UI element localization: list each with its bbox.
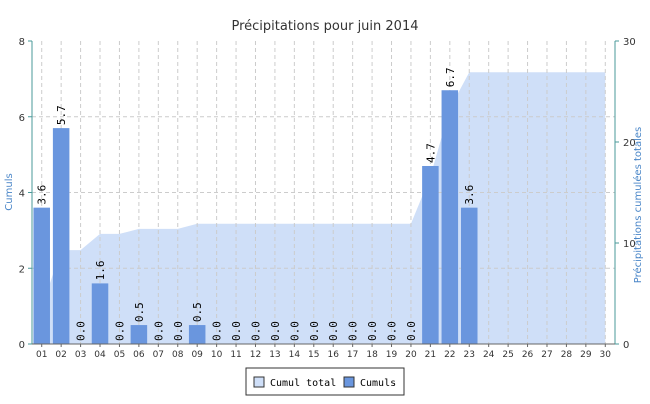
y-left-tick-label: 2	[19, 264, 25, 275]
x-tick-label: 19	[386, 350, 398, 360]
cumuls-bar	[188, 325, 206, 344]
bar-value-label: 4.7	[424, 143, 437, 163]
bar-value-label: 3.6	[36, 185, 49, 205]
x-tick-label: 07	[153, 350, 164, 360]
y-left-axis-title: Cumuls	[4, 173, 15, 210]
x-tick-label: 14	[289, 350, 301, 360]
cumuls-bar	[460, 207, 478, 344]
bar-value-label: 0.0	[269, 321, 282, 341]
cumuls-bar	[52, 128, 70, 344]
bar-value-label: 0.0	[327, 321, 340, 341]
bar-value-label: 0.0	[288, 321, 301, 341]
x-tick-label: 21	[425, 350, 436, 360]
x-tick-label: 20	[405, 350, 417, 360]
cumuls-bar	[422, 165, 439, 344]
y-right-axis-title: Précipitations cumulées totales	[632, 127, 644, 284]
bar-value-label: 0.0	[211, 321, 224, 341]
bar-value-label: 0.0	[113, 321, 126, 341]
x-tick-label: 11	[230, 350, 241, 360]
x-tick-label: 17	[347, 350, 358, 360]
bar-value-label: 0.5	[191, 302, 204, 322]
x-tick-label: 04	[94, 350, 106, 360]
bar-value-label: 1.6	[94, 261, 107, 281]
bar-value-label: 5.7	[55, 105, 68, 125]
y-right-tick-label: 20	[623, 138, 636, 149]
x-tick-label: 01	[36, 350, 47, 360]
bar-value-label: 6.7	[444, 67, 457, 87]
x-tick-label: 22	[444, 350, 455, 360]
x-tick-label: 26	[522, 350, 534, 360]
x-tick-label: 03	[75, 350, 86, 360]
x-tick-label: 08	[172, 350, 184, 360]
bar-value-label: 0.0	[152, 321, 165, 341]
bar-value-label: 0.0	[172, 321, 185, 341]
bar-value-label: 0.0	[386, 321, 399, 341]
cumuls-bar	[130, 325, 148, 344]
x-tick-label: 05	[114, 350, 125, 360]
legend-label: Cumuls	[360, 378, 396, 389]
y-left-tick-label: 6	[19, 113, 25, 124]
bar-value-label: 0.5	[133, 302, 146, 322]
x-tick-label: 24	[483, 350, 495, 360]
x-tick-label: 06	[133, 350, 145, 360]
cumuls-bar	[33, 207, 50, 344]
x-tick-label: 30	[600, 350, 612, 360]
x-tick-label: 23	[464, 350, 475, 360]
cumuls-bar	[441, 90, 459, 344]
legend-swatch	[253, 376, 265, 388]
bar-value-label: 3.6	[463, 185, 476, 205]
x-tick-label: 13	[269, 350, 280, 360]
legend-swatch	[343, 376, 355, 388]
x-tick-label: 28	[561, 350, 573, 360]
x-tick-label: 16	[327, 350, 339, 360]
bar-value-label: 0.0	[347, 321, 360, 341]
bar-value-label: 0.0	[366, 321, 379, 341]
y-right-tick-label: 0	[623, 340, 629, 351]
x-tick-label: 27	[541, 350, 552, 360]
bar-value-label: 0.0	[405, 321, 418, 341]
x-tick-label: 29	[580, 350, 592, 360]
y-left-tick-label: 4	[19, 189, 25, 200]
cumuls-bar	[91, 283, 109, 344]
y-right-tick-label: 30	[623, 37, 636, 48]
x-tick-label: 02	[55, 350, 66, 360]
y-left-tick-label: 8	[19, 37, 25, 48]
chart-title: Précipitations pour juin 2014	[231, 19, 418, 34]
bar-value-label: 0.0	[249, 321, 262, 341]
x-tick-label: 12	[250, 350, 261, 360]
legend-label: Cumul total	[270, 378, 336, 389]
x-tick-label: 18	[366, 350, 378, 360]
y-right-tick-label: 10	[623, 239, 636, 250]
x-tick-label: 25	[502, 350, 513, 360]
x-tick-label: 15	[308, 350, 319, 360]
x-tick-label: 10	[211, 350, 223, 360]
bar-value-label: 0.0	[308, 321, 321, 341]
x-tick-label: 09	[191, 350, 203, 360]
bar-value-label: 0.0	[230, 321, 243, 341]
y-left-tick-label: 0	[19, 340, 25, 351]
legend: Cumul total Cumuls	[245, 367, 405, 396]
bar-value-label: 0.0	[75, 321, 88, 341]
legend-box	[245, 367, 405, 396]
